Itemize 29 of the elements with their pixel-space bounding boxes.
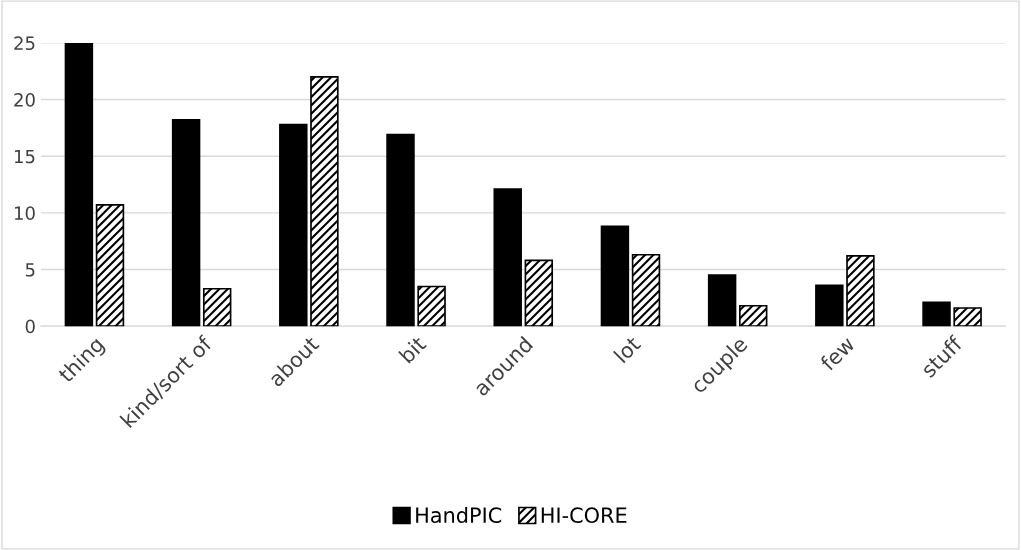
- bar: [953, 307, 982, 327]
- bar: [524, 259, 554, 327]
- bar: [417, 285, 446, 327]
- bar: [846, 255, 875, 327]
- bar: [279, 123, 308, 327]
- bar: [738, 304, 768, 327]
- bar: [386, 133, 415, 327]
- bar: [815, 284, 844, 327]
- y-tick-label: 25: [14, 36, 35, 51]
- bar: [95, 204, 125, 327]
- bar: [922, 301, 951, 327]
- bar: [631, 253, 661, 327]
- legend-label: HandPIC: [416, 506, 502, 524]
- y-tick-label: 15: [14, 149, 35, 164]
- y-tick-label: 20: [14, 93, 35, 107]
- bar: [600, 225, 630, 327]
- bar: [493, 188, 522, 327]
- y-tick-label: 5: [25, 263, 35, 277]
- y-tick-label: 0: [25, 319, 35, 334]
- x-tick-label: bit: [398, 334, 428, 364]
- bar: [310, 76, 339, 327]
- bar: [171, 119, 201, 327]
- x-tick-label: few: [818, 335, 856, 372]
- bar: [202, 287, 232, 327]
- x-tick-label: lot: [612, 334, 642, 364]
- bar: [707, 274, 737, 327]
- bar: [64, 42, 94, 327]
- legend-label: HI-CORE: [541, 507, 627, 524]
- y-tick-label: 10: [14, 206, 35, 220]
